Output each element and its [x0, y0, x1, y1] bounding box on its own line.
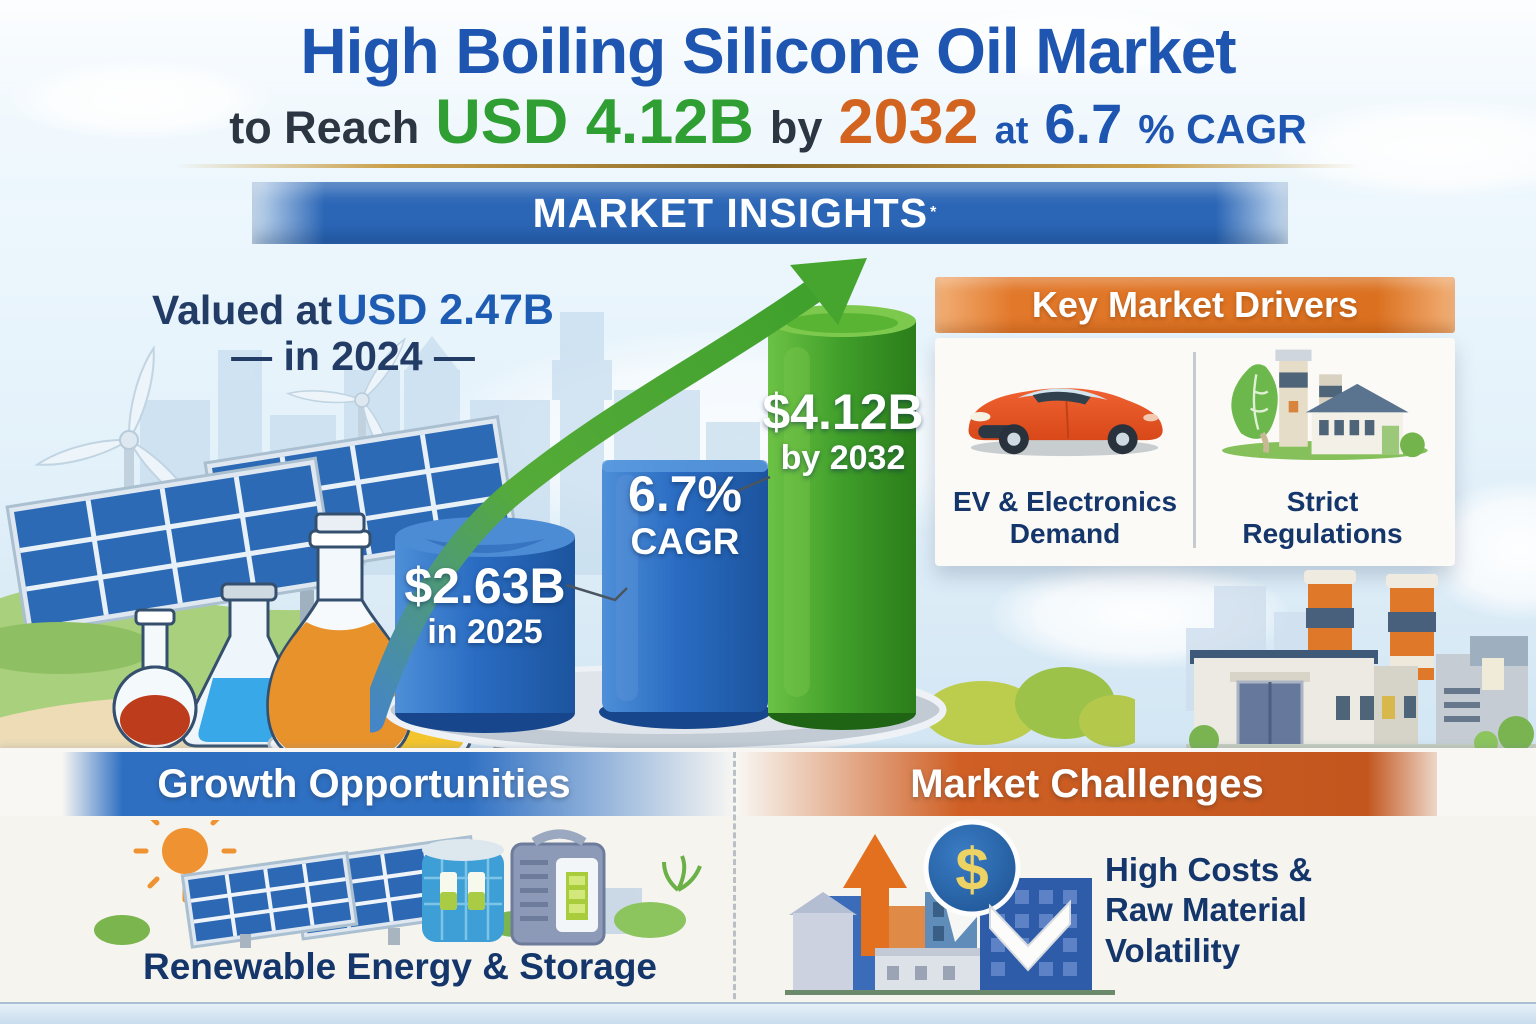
solar-panel-icon: [5, 456, 338, 636]
market-challenges-illustration: $: [785, 819, 1115, 995]
valuation-value: USD 2.47B: [336, 286, 554, 334]
drivers-title: Key Market Drivers: [1031, 284, 1359, 325]
dollar-symbol: $: [955, 836, 988, 903]
bar-value: $2.63B: [404, 558, 566, 614]
bar-caption: by 2032: [780, 439, 906, 477]
bush-icon: [94, 915, 150, 945]
down-arrow-icon: [989, 899, 1071, 972]
dollar-coin-icon: $: [923, 819, 1021, 942]
driver-item-label: EV & Electronics Demand: [952, 486, 1178, 549]
footer-strip: [0, 1002, 1536, 1024]
key-market-drivers-banner: Key Market Drivers: [935, 277, 1455, 333]
valuation-callout: Valued at USD 2.47B — in 2024 —: [118, 286, 588, 380]
fern-icon: [662, 855, 702, 892]
bar-caption: in 2025: [427, 613, 543, 651]
subtitle-value: USD 4.12B: [435, 87, 754, 157]
ribbon-label: MARKET INSIGHTS: [532, 189, 929, 236]
subtitle-cagr-value: 6.7: [1044, 92, 1123, 155]
subtitle-cagr-suffix: % CAGR: [1138, 106, 1307, 152]
growth-opportunities-banner: Growth Opportunities: [62, 752, 736, 816]
battery-storage-icon: [422, 829, 606, 946]
factory-scene-illustration: [1186, 570, 1536, 755]
growth-arrow-icon: [370, 258, 867, 733]
factory-leaf-icon: [1222, 349, 1428, 460]
bar-label-2032: $4.12B by 2032: [762, 386, 924, 476]
bar-label-2025: $2.63B in 2025: [392, 560, 578, 650]
opportunities-caption: Renewable Energy & Storage: [142, 946, 658, 987]
drivers-divider: [1193, 352, 1196, 548]
header-backdrop: [0, 0, 1536, 180]
driver-item-label: Strict Regulations: [1242, 486, 1403, 549]
gold-divider: [175, 164, 1360, 168]
chimney-icon: [1386, 574, 1438, 680]
bar-value: 6.7%: [628, 466, 742, 522]
subtitle-by: by: [769, 102, 823, 153]
bush-icon: [614, 902, 686, 938]
bar-label-cagr: 6.7% CAGR: [600, 468, 770, 561]
renewable-energy-illustration: [94, 820, 702, 949]
subtitle-year: 2032: [838, 87, 979, 157]
page-title: High Boiling Silicone Oil Market: [300, 15, 1236, 87]
subtitle-to-reach: to Reach: [229, 102, 420, 153]
bar-value: $4.12B: [762, 384, 924, 440]
grass-mound: [0, 622, 155, 674]
subtitle-at: at: [994, 110, 1029, 152]
leader-lines: [565, 475, 771, 602]
challenges-title: Market Challenges: [910, 761, 1264, 806]
car-icon: [968, 388, 1163, 457]
market-insights-ribbon: MARKET INSIGHTS *: [252, 182, 1288, 244]
page-subtitle: to Reach USD 4.12B by 2032 at 6.7 % CAGR: [0, 86, 1536, 158]
bar-2032: [768, 305, 916, 730]
up-arrow-icon: [843, 834, 907, 956]
ribbon-mark: *: [930, 204, 938, 221]
solar-panel-icon: [180, 850, 359, 949]
bar-2025: [395, 517, 575, 733]
bushes-illustration: [924, 667, 1135, 747]
bar-caption: CAGR: [630, 521, 740, 562]
valuation-year: — in 2024 —: [231, 333, 475, 380]
challenges-caption: High Costs & Raw Material Volatility: [1105, 851, 1313, 969]
market-challenges-banner: Market Challenges: [737, 752, 1437, 816]
bottom-section-divider: [733, 752, 736, 1008]
opportunities-title: Growth Opportunities: [157, 761, 571, 806]
valuation-prefix: Valued at: [152, 287, 333, 333]
growth-bar-chart: [370, 258, 947, 756]
